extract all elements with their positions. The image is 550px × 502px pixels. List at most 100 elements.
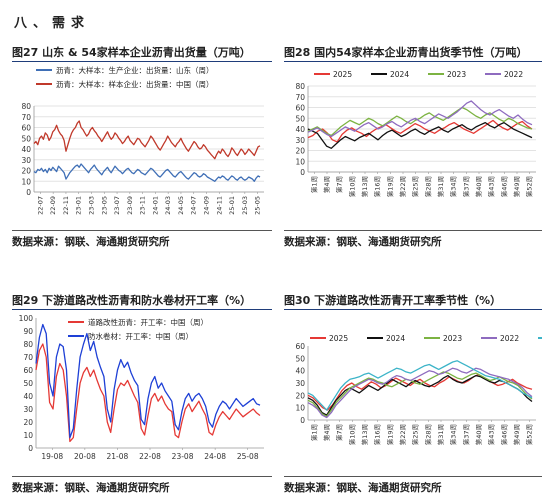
x-tick-label: 24-11 (215, 196, 223, 215)
y-tick-label: 30 (21, 156, 31, 165)
y-tick-label: 40 (23, 392, 33, 401)
legend-label: 道路改性沥青：开工率：中国（周） (88, 317, 208, 327)
series-line (307, 100, 533, 138)
x-tick-label: 第4周 (322, 176, 331, 193)
y-tick-label: 50 (295, 354, 305, 363)
x-tick-label: 第10周 (347, 176, 356, 197)
x-tick-label: 19-08 (41, 452, 63, 461)
x-tick-label: 第40周 (474, 424, 483, 445)
series-line (307, 106, 533, 137)
x-tick-label: 第16周 (373, 424, 382, 445)
y-tick-label: 60 (295, 342, 305, 351)
y-tick-label: 50 (23, 379, 33, 388)
x-tick-label: 23-11 (139, 196, 147, 215)
x-tick-label: 25-01 (228, 196, 236, 215)
x-tick-label: 第7周 (335, 424, 344, 441)
y-tick-label: 40 (295, 367, 305, 376)
x-tick-label: 第7周 (335, 176, 344, 193)
y-tick-label: 10 (295, 157, 305, 166)
source-rule (284, 476, 542, 477)
source-note: 数据来源：钢联、海通期货研究所 (284, 236, 442, 248)
x-tick-label: 23-01 (75, 196, 83, 215)
source-note: 数据来源：钢联、海通期货研究所 (284, 482, 442, 494)
series-line (33, 163, 261, 182)
x-tick-label: 第52周 (525, 176, 534, 197)
series-line (33, 120, 261, 160)
source-note: 数据来源：钢联、海通期货研究所 (12, 482, 170, 494)
y-tick-label: 90 (23, 327, 33, 336)
y-tick-label: 20 (295, 391, 305, 400)
x-tick-label: 24-09 (203, 196, 211, 215)
y-tick-label: 30 (295, 136, 305, 145)
title-rule (284, 309, 542, 310)
chart-panel-fig30: 图30 下游道路改性沥青开工率季节性（%） 0 10 20 30 40 50 60 第1周 第4… (284, 292, 542, 498)
chart-fig29: 0 10 20 30 40 50 60 70 80 90 100 19-08 20-08 21-08 22-… (19, 314, 264, 461)
legend-label: 2023 (443, 334, 462, 343)
x-tick-label: 24-05 (177, 196, 185, 215)
y-tick-label: 0 (26, 188, 31, 197)
y-tick-label: 30 (295, 379, 305, 388)
series-line (307, 121, 533, 149)
source-rule (284, 230, 542, 231)
y-tick-label: 30 (23, 405, 33, 414)
chart-panel-fig27: 图27 山东 & 54家样本企业沥青出货量（万吨） 0 10 20 30 40 50 60 7… (12, 44, 272, 250)
source-note: 数据来源：钢联、海通期货研究所 (12, 236, 170, 248)
y-tick-label: 100 (19, 314, 34, 323)
y-tick-label: 10 (21, 177, 31, 186)
x-tick-label: 第25周 (411, 424, 420, 445)
x-tick-label: 22-07 (36, 196, 44, 215)
y-tick-label: 80 (21, 102, 31, 111)
y-tick-label: 20 (23, 418, 33, 427)
x-tick-label: 第13周 (360, 176, 369, 197)
chart-panel-fig28: 图28 国内54家样本企业沥青出货季节性（万吨） 0 10 20 30 40 50 60 70… (284, 44, 542, 250)
x-tick-label: 第10周 (347, 424, 356, 445)
series-line (307, 119, 533, 143)
x-tick-label: 第1周 (309, 424, 318, 441)
y-tick-label: 10 (23, 431, 33, 440)
x-tick-label: 第25周 (411, 176, 420, 197)
y-tick-label: 70 (23, 353, 33, 362)
y-tick-label: 50 (295, 114, 305, 123)
x-tick-label: 第28周 (423, 424, 432, 445)
y-tick-label: 60 (295, 104, 305, 113)
x-tick-label: 第46周 (499, 424, 508, 445)
legend-label: 2023 (447, 70, 466, 79)
series-line (307, 373, 533, 411)
y-tick-label: 70 (21, 113, 31, 122)
y-tick-label: 40 (21, 145, 31, 154)
series-line (307, 360, 533, 411)
x-tick-label: 第19周 (385, 176, 394, 197)
series-line (35, 323, 261, 439)
y-tick-label: 20 (295, 147, 305, 156)
y-tick-label: 0 (300, 416, 305, 425)
legend-label: 2024 (386, 334, 405, 343)
x-tick-label: 22-11 (62, 196, 70, 215)
y-tick-label: 80 (23, 340, 33, 349)
x-tick-label: 第49周 (512, 424, 521, 445)
chart-panel-fig29: 图29 下游道路改性沥青和防水卷材开工率（%） 0 10 20 30 40 50 60 70 8… (12, 292, 272, 498)
x-tick-label: 第31周 (436, 176, 445, 197)
x-tick-label: 第43周 (487, 424, 496, 445)
x-tick-label: 第22周 (398, 424, 407, 445)
y-tick-label: 50 (21, 134, 31, 143)
title-rule (12, 61, 272, 62)
x-tick-label: 第31周 (436, 424, 445, 445)
x-tick-label: 第46周 (499, 176, 508, 197)
y-tick-label: 0 (28, 444, 33, 453)
x-tick-label: 24-08 (204, 452, 226, 461)
x-tick-label: 第13周 (360, 424, 369, 445)
x-tick-label: 21-08 (107, 452, 129, 461)
x-tick-label: 第16周 (373, 176, 382, 197)
y-tick-label: 60 (21, 124, 31, 133)
title-rule (284, 61, 542, 62)
series-line (307, 374, 533, 416)
x-tick-label: 24-03 (164, 196, 172, 215)
series-line (35, 343, 261, 443)
y-tick-label: 70 (295, 93, 305, 102)
x-tick-label: 第1周 (309, 176, 318, 193)
x-tick-label: 第49周 (512, 176, 521, 197)
legend-label: 2022 (504, 70, 523, 79)
x-tick-label: 第43周 (487, 176, 496, 197)
